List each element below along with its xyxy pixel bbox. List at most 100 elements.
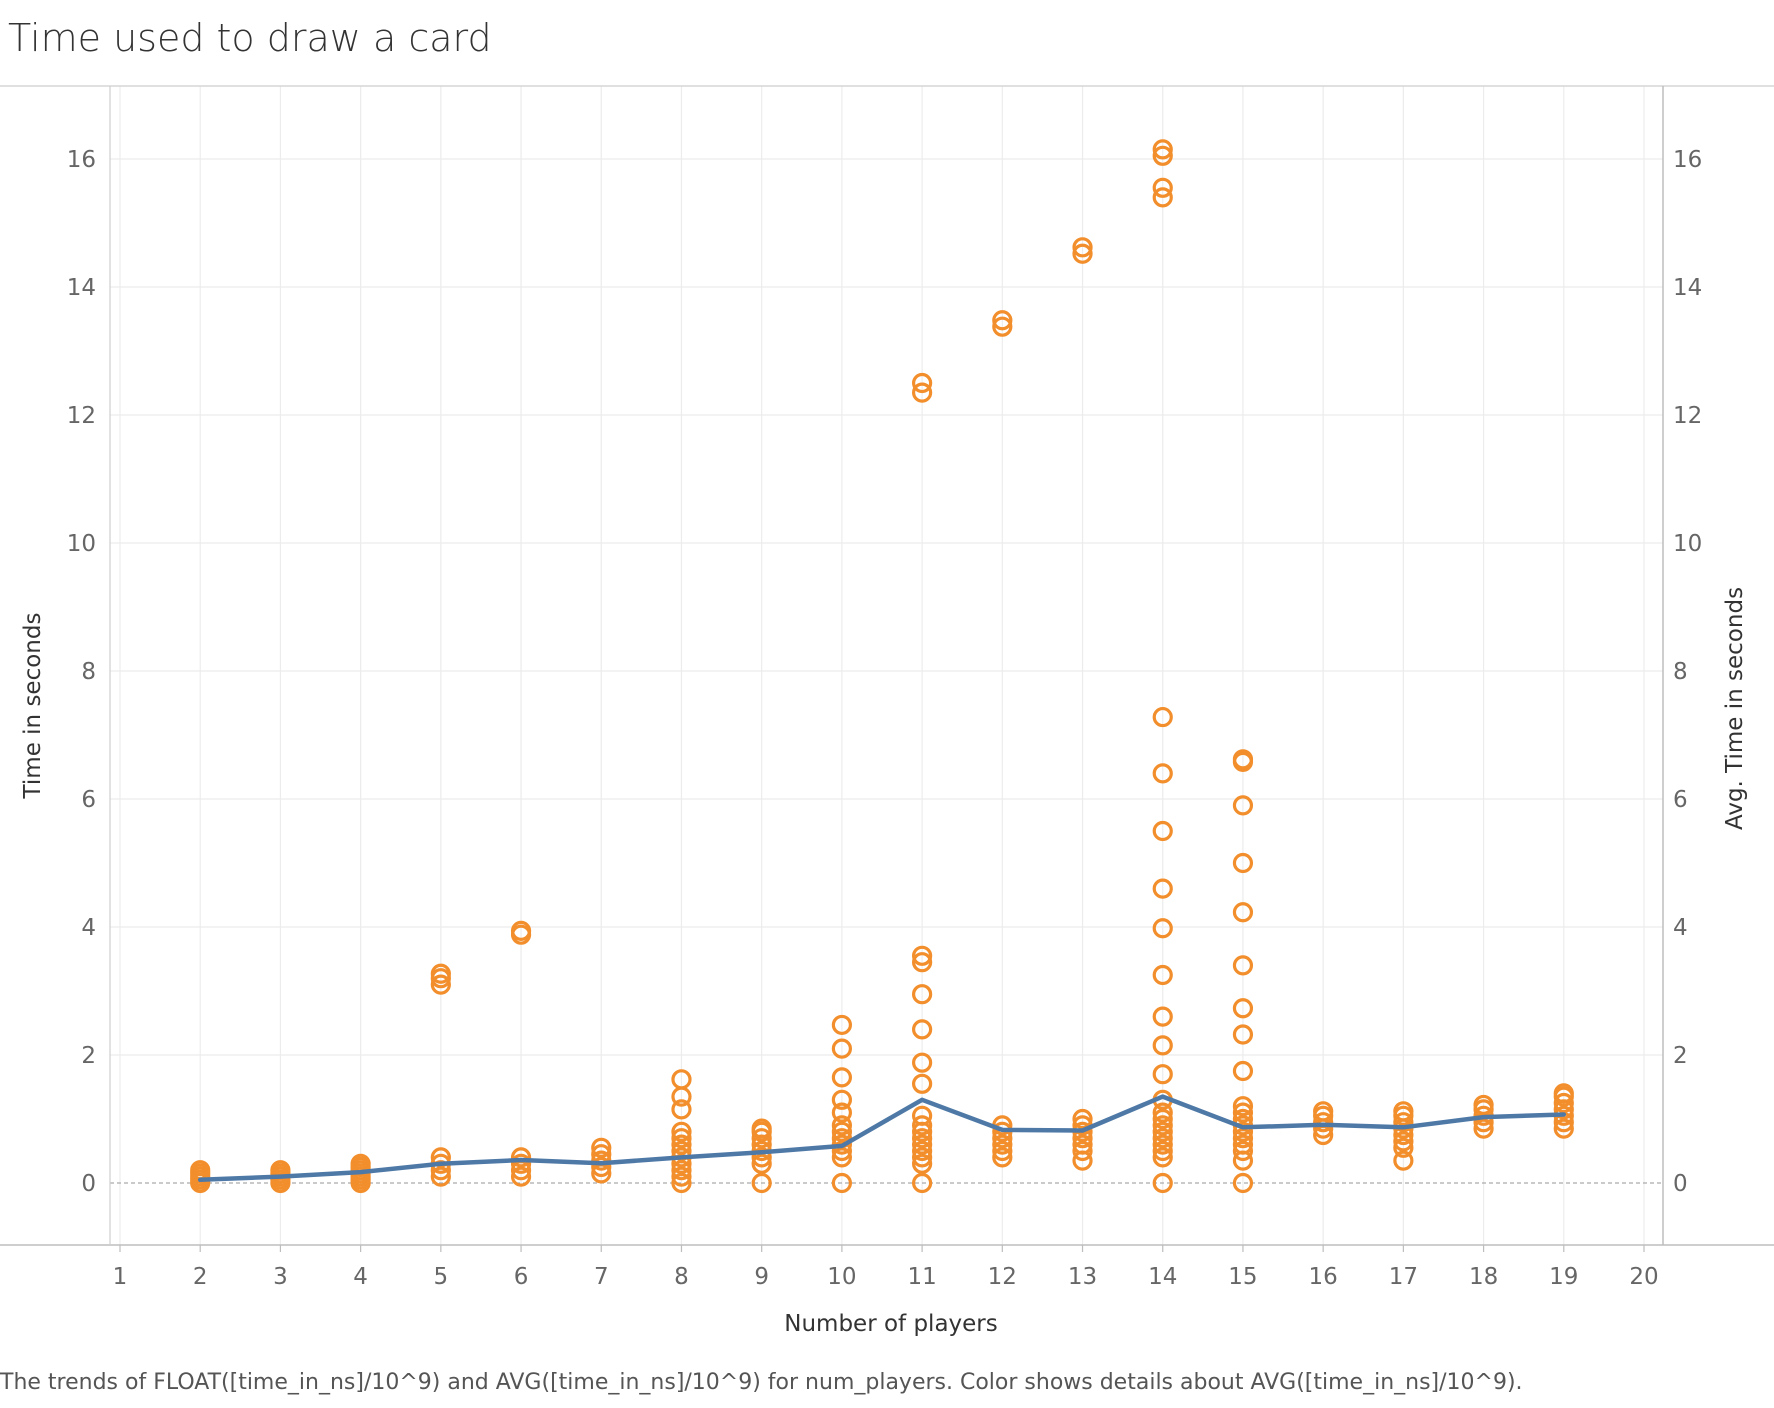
y-tick-label-left: 16 [67, 147, 96, 173]
scatter-point [1553, 1092, 1574, 1114]
scatter-point [912, 1115, 933, 1136]
scatter-point [912, 1105, 933, 1126]
scatter-point [430, 1166, 451, 1187]
scatter-point [831, 1121, 852, 1142]
scatter-point [1152, 1128, 1173, 1149]
scatter-point [671, 1099, 692, 1120]
scatter-point [1232, 1121, 1254, 1142]
y-tick-label-right: 10 [1673, 531, 1702, 557]
scatter-point [510, 1147, 532, 1168]
x-tick-label: 13 [1068, 1264, 1097, 1290]
x-tick-label: 10 [827, 1264, 856, 1290]
scatter-point [1152, 1147, 1173, 1168]
scatter-point [1152, 145, 1173, 166]
scatter-point [831, 1172, 852, 1194]
average-line [197, 1094, 1567, 1183]
scatter-point [1553, 1083, 1574, 1104]
scatter-point [1152, 1006, 1173, 1027]
y-tick-label-left: 4 [81, 915, 96, 941]
scatter-point [831, 1147, 852, 1168]
y-tick-label-right: 0 [1673, 1171, 1688, 1197]
scatter-point [1072, 243, 1093, 264]
scatter-point [1232, 749, 1254, 770]
scatter-point [1393, 1101, 1414, 1122]
y-tick-label-right: 14 [1673, 275, 1702, 301]
scatter-point [1232, 1060, 1254, 1082]
scatter-point [1072, 1134, 1093, 1155]
scatter-point [1232, 1172, 1254, 1194]
scatter-point [1072, 237, 1093, 258]
scatter-point [992, 316, 1013, 337]
scatter-point [1152, 1115, 1173, 1136]
scatter-point [591, 1156, 612, 1178]
x-tick-label: 11 [907, 1264, 936, 1290]
x-tick-label: 8 [674, 1264, 689, 1290]
x-tick-label: 19 [1549, 1264, 1578, 1290]
scatter-point [1152, 878, 1173, 899]
y-tick-label-right: 6 [1673, 787, 1688, 813]
scatter-points [190, 139, 1574, 1194]
scatter-point [1152, 1172, 1173, 1194]
scatter-point [831, 1140, 852, 1162]
scatter-point [1473, 1118, 1494, 1139]
scatter-point [1152, 820, 1173, 842]
scatter-point [912, 1153, 933, 1174]
scatter-point [671, 1166, 692, 1187]
scatter-point [1152, 1121, 1173, 1142]
scatter-point [912, 952, 933, 973]
scatter-point [671, 1069, 692, 1090]
scatter-point [1313, 1112, 1334, 1133]
scatter-point [1232, 1134, 1254, 1155]
scatter-point [671, 1128, 692, 1149]
scatter-point [1152, 177, 1173, 198]
scatter-point [1152, 918, 1173, 939]
scatter-point [912, 1172, 933, 1194]
scatter-point [751, 1118, 772, 1139]
scatter-point [1232, 902, 1254, 923]
scatter-point [992, 310, 1013, 331]
scatter-point [831, 1115, 852, 1136]
scatter-point [1072, 1108, 1093, 1130]
scatter-point [671, 1134, 692, 1155]
scatter-point [1232, 1102, 1254, 1123]
x-tick-label: 5 [434, 1264, 449, 1290]
plot-frame [0, 85, 1774, 1252]
scatter-point [751, 1147, 772, 1168]
scatter-point [1393, 1150, 1414, 1171]
y-tick-label-left: 8 [81, 659, 96, 685]
scatter-point [1152, 1035, 1173, 1056]
x-tick-label: 9 [754, 1264, 769, 1290]
scatter-point [992, 1140, 1013, 1162]
x-tick-label: 6 [514, 1264, 529, 1290]
scatter-point [912, 1134, 933, 1155]
scatter-point [912, 1147, 933, 1168]
scatter-point [1152, 964, 1173, 986]
y-tick-label-left: 6 [81, 787, 96, 813]
y-tick-label-right: 2 [1673, 1043, 1688, 1069]
scatter-point [1152, 187, 1173, 208]
x-tick-label: 12 [988, 1264, 1017, 1290]
scatter-point [430, 963, 451, 984]
scatter-point [1232, 955, 1254, 976]
scatter-point [912, 1128, 933, 1149]
scatter-point [1152, 1134, 1173, 1155]
x-tick-label: 2 [193, 1264, 208, 1290]
scatter-point [1072, 1140, 1093, 1162]
scatter-point [831, 1089, 852, 1110]
scatter-point [510, 1153, 532, 1174]
scatter-point [1393, 1131, 1414, 1152]
x-tick-label: 15 [1228, 1264, 1257, 1290]
scatter-point [671, 1172, 692, 1194]
scatter-point [751, 1128, 772, 1149]
x-axis-title: Number of players [784, 1311, 997, 1337]
scatter-point [912, 1073, 933, 1094]
scatter-point [1152, 1064, 1173, 1085]
y-tick-label-right: 16 [1673, 147, 1702, 173]
chart-caption: The trends of FLOAT([time_in_ns]/10^9) a… [0, 1370, 1523, 1395]
scatter-point [912, 1019, 933, 1040]
scatter-point [831, 1067, 852, 1088]
scatter-point [1313, 1101, 1334, 1122]
y-tick-label-right: 8 [1673, 659, 1688, 685]
y-tick-label-right: 4 [1673, 915, 1688, 941]
scatter-point [1152, 706, 1173, 728]
